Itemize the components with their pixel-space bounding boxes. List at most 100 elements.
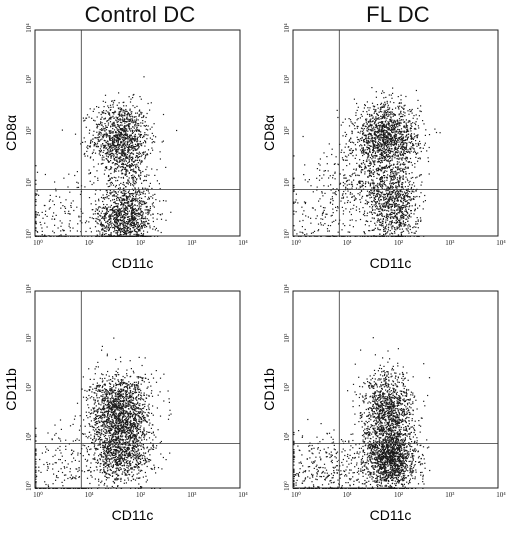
event-dot — [121, 195, 123, 197]
event-dot — [374, 144, 376, 146]
event-dot — [108, 169, 110, 171]
event-dot — [36, 171, 39, 173]
event-dot — [114, 220, 116, 222]
event-dot — [361, 127, 363, 130]
event-dot — [134, 130, 136, 132]
event-dot — [381, 153, 383, 155]
event-dot — [142, 116, 144, 118]
event-dot — [386, 164, 388, 166]
event-dot — [128, 202, 130, 204]
event-dot — [118, 127, 120, 129]
event-dot — [400, 193, 402, 195]
event-dot — [358, 164, 360, 166]
event-dot — [131, 165, 133, 167]
event-dot — [99, 206, 101, 208]
event-dot — [112, 100, 114, 102]
event-dot — [371, 102, 374, 104]
event-dot — [387, 136, 389, 138]
event-dot — [165, 200, 167, 202]
event-dot — [105, 230, 107, 232]
event-dot — [125, 212, 127, 214]
event-dot — [398, 184, 400, 186]
event-dot — [385, 124, 387, 126]
event-dot — [381, 187, 383, 189]
event-dot — [127, 211, 129, 213]
event-dot — [100, 144, 102, 146]
event-dot — [122, 203, 124, 205]
event-dot — [103, 213, 105, 215]
event-dot — [403, 191, 406, 193]
event-dot — [122, 173, 124, 175]
event-dot — [386, 113, 388, 115]
event-dot — [121, 203, 123, 206]
event-dot — [334, 172, 336, 174]
event-dot — [408, 217, 410, 219]
event-dot — [109, 218, 111, 220]
event-dot — [399, 228, 401, 230]
event-dot — [375, 126, 377, 128]
event-dot — [135, 167, 137, 169]
event-dot — [126, 235, 128, 237]
event-dot — [403, 217, 405, 219]
event-dot — [89, 142, 92, 144]
event-dot — [58, 235, 60, 237]
event-dot — [378, 111, 380, 113]
event-dot — [154, 235, 156, 237]
event-dot — [109, 234, 111, 236]
event-dot — [398, 144, 400, 146]
event-dot — [140, 202, 142, 204]
event-dot — [375, 109, 377, 111]
event-dot — [151, 147, 153, 149]
event-dot — [394, 176, 396, 178]
event-dot — [37, 235, 39, 237]
event-dot — [106, 191, 108, 194]
event-dot — [373, 199, 375, 201]
event-dot — [136, 123, 138, 125]
event-dot — [132, 195, 134, 198]
event-dot — [370, 175, 372, 177]
event-dot — [136, 155, 138, 157]
event-dot — [390, 235, 393, 237]
event-dot — [393, 130, 395, 132]
event-dot — [369, 185, 371, 187]
event-dot — [398, 226, 400, 228]
event-dot — [116, 225, 118, 227]
event-dot — [122, 235, 124, 237]
event-dot — [378, 224, 381, 226]
event-dot — [369, 174, 371, 177]
event-dot — [131, 163, 133, 165]
event-dot — [373, 200, 375, 202]
event-dot — [118, 227, 120, 229]
event-dot — [44, 235, 46, 237]
event-dot — [389, 221, 391, 223]
event-dot — [302, 135, 304, 138]
event-dot — [420, 150, 422, 153]
event-dot — [125, 168, 127, 170]
event-dot — [371, 115, 373, 117]
event-dot — [109, 216, 111, 218]
event-dot — [363, 139, 365, 141]
event-dot — [376, 135, 378, 137]
event-dot — [35, 213, 37, 216]
event-dot — [372, 173, 375, 175]
event-dot — [65, 233, 67, 236]
event-dot — [365, 119, 367, 122]
event-dot — [401, 139, 403, 142]
event-dot — [95, 203, 97, 206]
event-dot — [146, 205, 148, 208]
event-dot — [145, 142, 147, 144]
event-dot — [391, 128, 393, 130]
event-dot — [427, 157, 429, 159]
event-dot — [397, 105, 399, 107]
event-dot — [74, 235, 76, 237]
event-dot — [369, 107, 371, 109]
event-dot — [136, 225, 139, 227]
event-dot — [119, 214, 121, 216]
event-dot — [372, 152, 374, 154]
event-dot — [125, 108, 127, 111]
event-dot — [63, 235, 65, 237]
event-dot — [138, 203, 140, 205]
event-dot — [403, 126, 405, 129]
event-dot — [122, 129, 124, 131]
event-dot — [391, 205, 393, 207]
